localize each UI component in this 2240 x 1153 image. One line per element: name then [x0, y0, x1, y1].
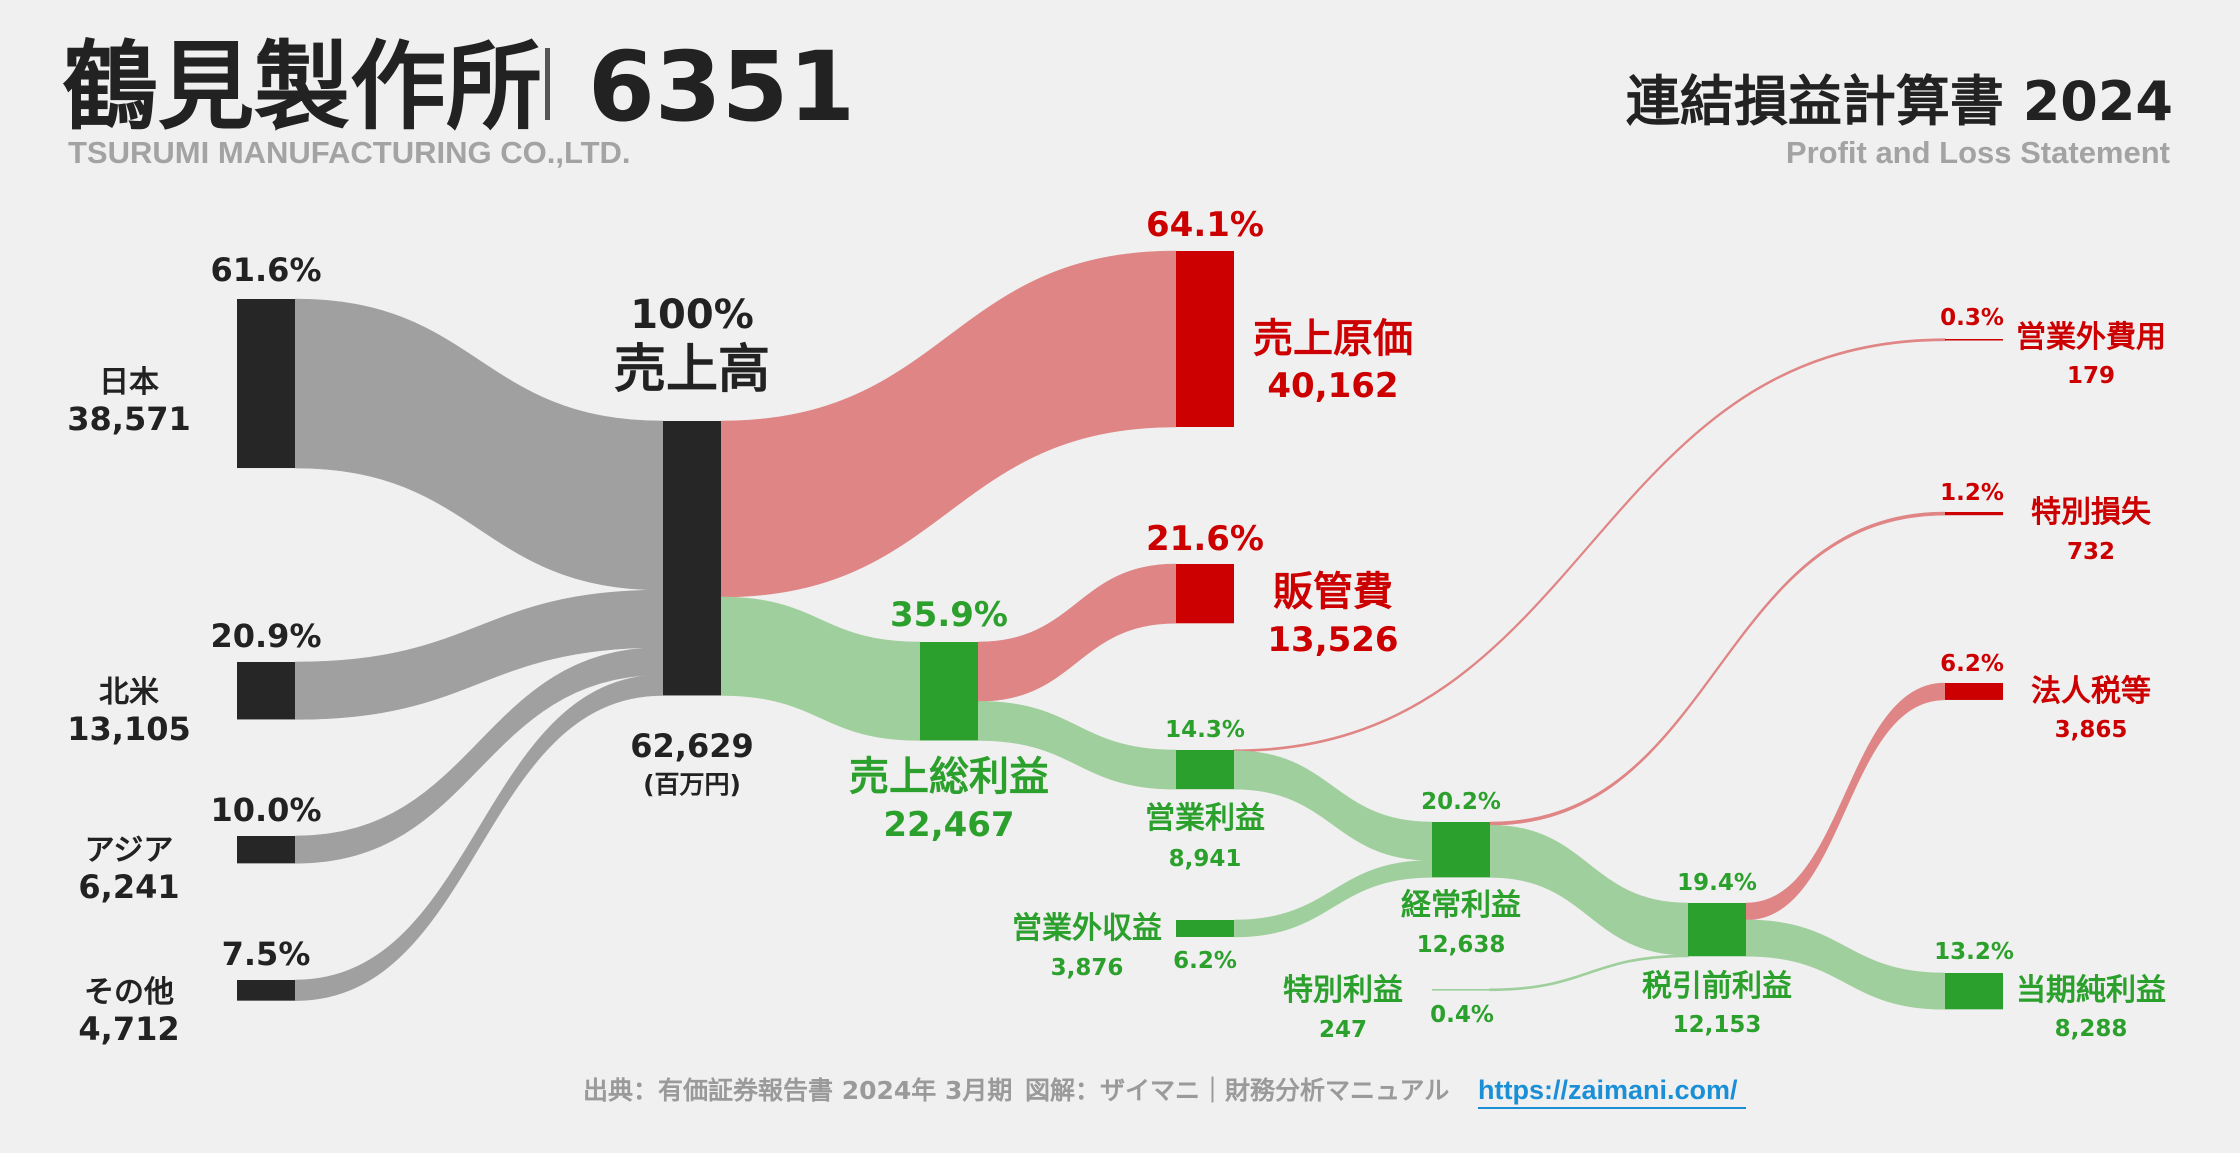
node-asia-label: アジア [85, 833, 174, 868]
node-revenue-pct: 100% [630, 292, 754, 338]
node-pretax [1688, 903, 1746, 957]
node-sga-pct: 21.6% [1146, 519, 1264, 559]
node-asia [237, 836, 295, 864]
node-other-value: 4,712 [78, 1010, 179, 1048]
node-tax-value: 3,865 [2055, 717, 2128, 743]
node-ord-pct: 20.2% [1421, 789, 1501, 815]
flow-ord-to-ext_loss [1489, 511, 1946, 826]
node-ext_loss-label: 特別損失 [2031, 495, 2152, 530]
node-japan-label: 日本 [99, 365, 159, 400]
flow-ext_gain-to-pretax [1489, 954, 1689, 992]
node-cogs-value: 40,162 [1267, 366, 1398, 406]
node-nonop_exp [1945, 339, 2003, 341]
node-sga-label: 販管費 [1273, 569, 1393, 615]
node-gross-label: 売上総利益 [849, 754, 1049, 800]
node-other-label: その他 [84, 975, 174, 1010]
node-op [1176, 750, 1234, 790]
node-gross [920, 642, 978, 741]
node-ord-value: 12,638 [1417, 932, 1506, 958]
node-ord [1432, 822, 1490, 878]
node-japan [237, 299, 295, 469]
sankey-nodes [237, 251, 2003, 1010]
node-ext_loss [1945, 512, 2003, 516]
node-ord-label: 経常利益 [1401, 888, 1521, 923]
flow-revenue-to-cogs [720, 250, 1177, 598]
company-name-en: TSURUMI MANUFACTURING CO.,LTD. [68, 135, 631, 170]
node-tax-pct: 6.2% [1940, 651, 2004, 677]
node-tax-label: 法人税等 [2031, 674, 2151, 709]
report-title: 連結損益計算書 2024 [1626, 70, 2173, 133]
node-ext_gain-label: 特別利益 [1283, 973, 1403, 1008]
node-net-value: 8,288 [2055, 1016, 2128, 1042]
node-japan-value: 38,571 [67, 400, 190, 438]
footer-source: 出典：有価証券報告書 2024年 3月期 [583, 1076, 1012, 1105]
node-ext_loss-pct: 1.2% [1940, 480, 2004, 506]
flow-japan-to-revenue [294, 298, 664, 591]
node-cogs-label: 売上原価 [1253, 316, 1413, 362]
node-nonop_exp-value: 179 [2067, 363, 2115, 389]
node-nonop_inc-label: 営業外収益 [1012, 911, 1162, 946]
flow-gross-to-op [977, 701, 1177, 790]
sankey-flows [294, 250, 1946, 1010]
node-ext_loss-value: 732 [2067, 539, 2115, 565]
node-nonop_inc-pct: 6.2% [1173, 948, 1237, 974]
node-revenue-value: 62,629 [630, 727, 753, 765]
node-ext_gain-value: 247 [1319, 1017, 1367, 1043]
node-cogs-pct: 64.1% [1146, 205, 1264, 245]
node-revenue-label: 売上高 [614, 340, 770, 400]
node-gross-pct: 35.9% [890, 595, 1008, 635]
node-sga-value: 13,526 [1267, 620, 1398, 660]
node-net-label: 当期純利益 [2016, 973, 2166, 1008]
node-revenue [663, 421, 721, 696]
footer-link[interactable]: https://zaimani.com/ [1478, 1075, 1738, 1105]
node-gross-value: 22,467 [883, 805, 1014, 845]
node-net [1945, 973, 2003, 1010]
report-subtitle: Profit and Loss Statement [1786, 135, 2170, 170]
node-pretax-value: 12,153 [1673, 1012, 1762, 1038]
node-pretax-label: 税引前利益 [1642, 969, 1792, 1004]
node-tax [1945, 683, 2003, 700]
stock-code: 6351 [588, 31, 855, 143]
company-name: 鶴見製作所 [62, 31, 542, 143]
node-japan-pct: 61.6% [210, 251, 321, 289]
footer-credit: 図解：ザイマニ｜財務分析マニュアル [1025, 1076, 1449, 1105]
header-divider [545, 48, 550, 120]
node-asia-value: 6,241 [78, 868, 179, 906]
node-na-label: 北米 [99, 675, 159, 710]
node-op-value: 8,941 [1169, 846, 1242, 872]
node-na-pct: 20.9% [210, 617, 321, 655]
node-op-label: 営業利益 [1145, 801, 1265, 836]
flow-nonop_inc-to-ord [1233, 860, 1433, 938]
node-nonop_inc-value: 3,876 [1051, 955, 1124, 981]
node-other [237, 980, 295, 1001]
flow-pretax-to-tax [1745, 682, 1946, 921]
node-ext_gain [1432, 989, 1490, 991]
unit-label: (百万円) [643, 770, 741, 799]
node-other-pct: 7.5% [222, 935, 311, 973]
node-nonop_exp-label: 営業外費用 [2016, 320, 2166, 355]
footer-link-underline [1478, 1107, 1746, 1109]
node-asia-pct: 10.0% [210, 791, 321, 829]
node-cogs [1176, 251, 1234, 427]
node-op-pct: 14.3% [1165, 717, 1245, 743]
node-net-pct: 13.2% [1934, 939, 2014, 965]
node-ext_gain-pct: 0.4% [1430, 1002, 1494, 1028]
node-nonop_inc [1176, 920, 1234, 937]
node-na [237, 662, 295, 720]
node-na-value: 13,105 [67, 710, 190, 748]
node-nonop_exp-pct: 0.3% [1940, 305, 2004, 331]
node-pretax-pct: 19.4% [1677, 870, 1757, 896]
node-sga [1176, 564, 1234, 624]
